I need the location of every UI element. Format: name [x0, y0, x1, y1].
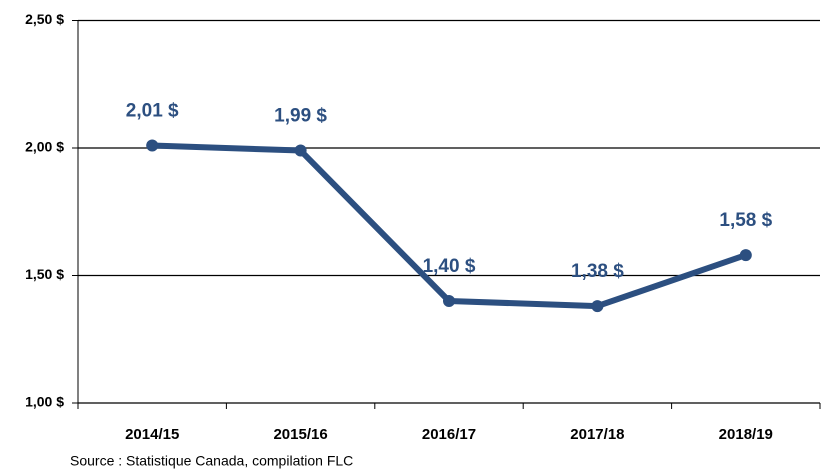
- x-tick-label: 2018/19: [719, 426, 773, 443]
- x-tick-label: 2014/15: [125, 426, 179, 443]
- data-label: 2,01 $: [126, 100, 179, 121]
- y-tick-label: 1,50 $: [25, 266, 64, 282]
- y-tick-label: 2,00 $: [25, 139, 64, 155]
- x-tick-label: 2015/16: [273, 426, 327, 443]
- data-point: [591, 300, 604, 313]
- y-tick-label: 2,50 $: [25, 11, 64, 27]
- data-point: [294, 144, 307, 157]
- data-label: 1,58 $: [719, 210, 772, 231]
- data-line: [152, 142, 747, 310]
- data-point: [146, 139, 159, 152]
- x-tick-label: 2017/18: [570, 426, 624, 443]
- y-tick-label: 1,00 $: [25, 394, 64, 410]
- data-label: 1,40 $: [423, 256, 476, 277]
- source-note: Source : Statistique Canada, compilation…: [70, 453, 353, 469]
- x-tick-label: 2016/17: [422, 426, 476, 443]
- data-label: 1,38 $: [571, 261, 624, 282]
- data-point: [739, 249, 752, 262]
- data-label: 1,99 $: [274, 106, 327, 127]
- data-point: [443, 295, 455, 307]
